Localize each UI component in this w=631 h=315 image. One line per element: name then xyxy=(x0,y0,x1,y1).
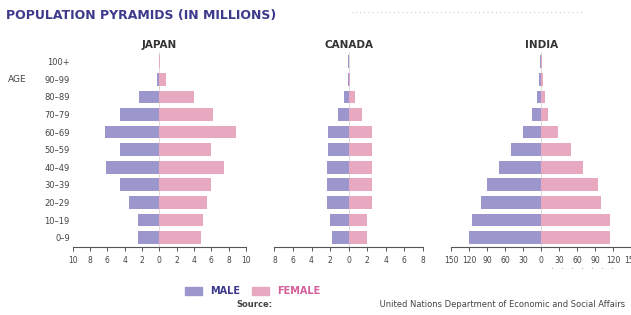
Bar xyxy=(105,161,159,174)
Bar xyxy=(541,161,583,174)
Bar xyxy=(348,90,355,103)
Bar xyxy=(327,196,348,209)
Bar xyxy=(538,90,541,103)
Bar xyxy=(472,214,541,226)
Text: ·······················································: ········································… xyxy=(350,11,584,17)
Bar xyxy=(540,55,541,68)
Bar xyxy=(338,108,348,121)
Bar xyxy=(541,126,558,138)
Bar xyxy=(348,126,372,138)
Bar xyxy=(159,161,225,174)
Title: INDIA: INDIA xyxy=(524,40,558,50)
Bar xyxy=(348,196,372,209)
Text: POPULATION PYRAMIDS (IN MILLIONS): POPULATION PYRAMIDS (IN MILLIONS) xyxy=(6,9,276,22)
Bar xyxy=(159,179,211,191)
Bar xyxy=(532,108,541,121)
Bar xyxy=(105,126,159,138)
Bar xyxy=(332,231,348,244)
Text: . . . . . . .: . . . . . . . xyxy=(550,262,615,271)
Bar xyxy=(541,179,598,191)
Bar xyxy=(499,161,541,174)
Bar xyxy=(330,214,348,226)
Text: United Nations Department of Economic and Social Affairs: United Nations Department of Economic an… xyxy=(377,300,625,309)
Bar xyxy=(344,90,348,103)
Bar xyxy=(328,143,348,156)
Bar xyxy=(348,214,367,226)
Bar xyxy=(348,108,362,121)
Bar xyxy=(159,231,201,244)
Bar xyxy=(159,55,160,68)
Bar xyxy=(540,73,541,86)
Bar xyxy=(129,196,159,209)
Bar xyxy=(121,143,159,156)
Bar xyxy=(328,126,348,138)
Bar xyxy=(139,90,159,103)
Bar xyxy=(159,214,203,226)
Bar xyxy=(156,73,159,86)
Bar xyxy=(541,90,545,103)
Bar xyxy=(138,214,159,226)
Bar xyxy=(121,179,159,191)
Text: AGE: AGE xyxy=(8,75,27,84)
Bar xyxy=(327,161,348,174)
Bar xyxy=(159,126,236,138)
Bar xyxy=(348,143,372,156)
Bar xyxy=(159,73,167,86)
Bar xyxy=(121,108,159,121)
Bar xyxy=(481,196,541,209)
Legend: MALE, FEMALE: MALE, FEMALE xyxy=(185,286,320,296)
Bar xyxy=(159,143,211,156)
Text: Source:: Source: xyxy=(237,300,273,309)
Bar xyxy=(159,90,194,103)
Bar xyxy=(541,55,542,68)
Bar xyxy=(138,231,159,244)
Bar xyxy=(348,231,367,244)
Bar xyxy=(541,231,610,244)
Bar xyxy=(327,179,348,191)
Title: JAPAN: JAPAN xyxy=(142,40,177,50)
Bar xyxy=(541,214,610,226)
Bar xyxy=(511,143,541,156)
Bar xyxy=(541,143,571,156)
Title: CANADA: CANADA xyxy=(324,40,373,50)
Bar xyxy=(348,179,372,191)
Bar xyxy=(541,196,601,209)
Bar xyxy=(159,108,213,121)
Bar xyxy=(541,73,543,86)
Bar xyxy=(159,196,207,209)
Bar xyxy=(469,231,541,244)
Bar xyxy=(348,161,372,174)
Bar xyxy=(541,108,548,121)
Bar xyxy=(348,73,350,86)
Bar xyxy=(523,126,541,138)
Bar xyxy=(487,179,541,191)
